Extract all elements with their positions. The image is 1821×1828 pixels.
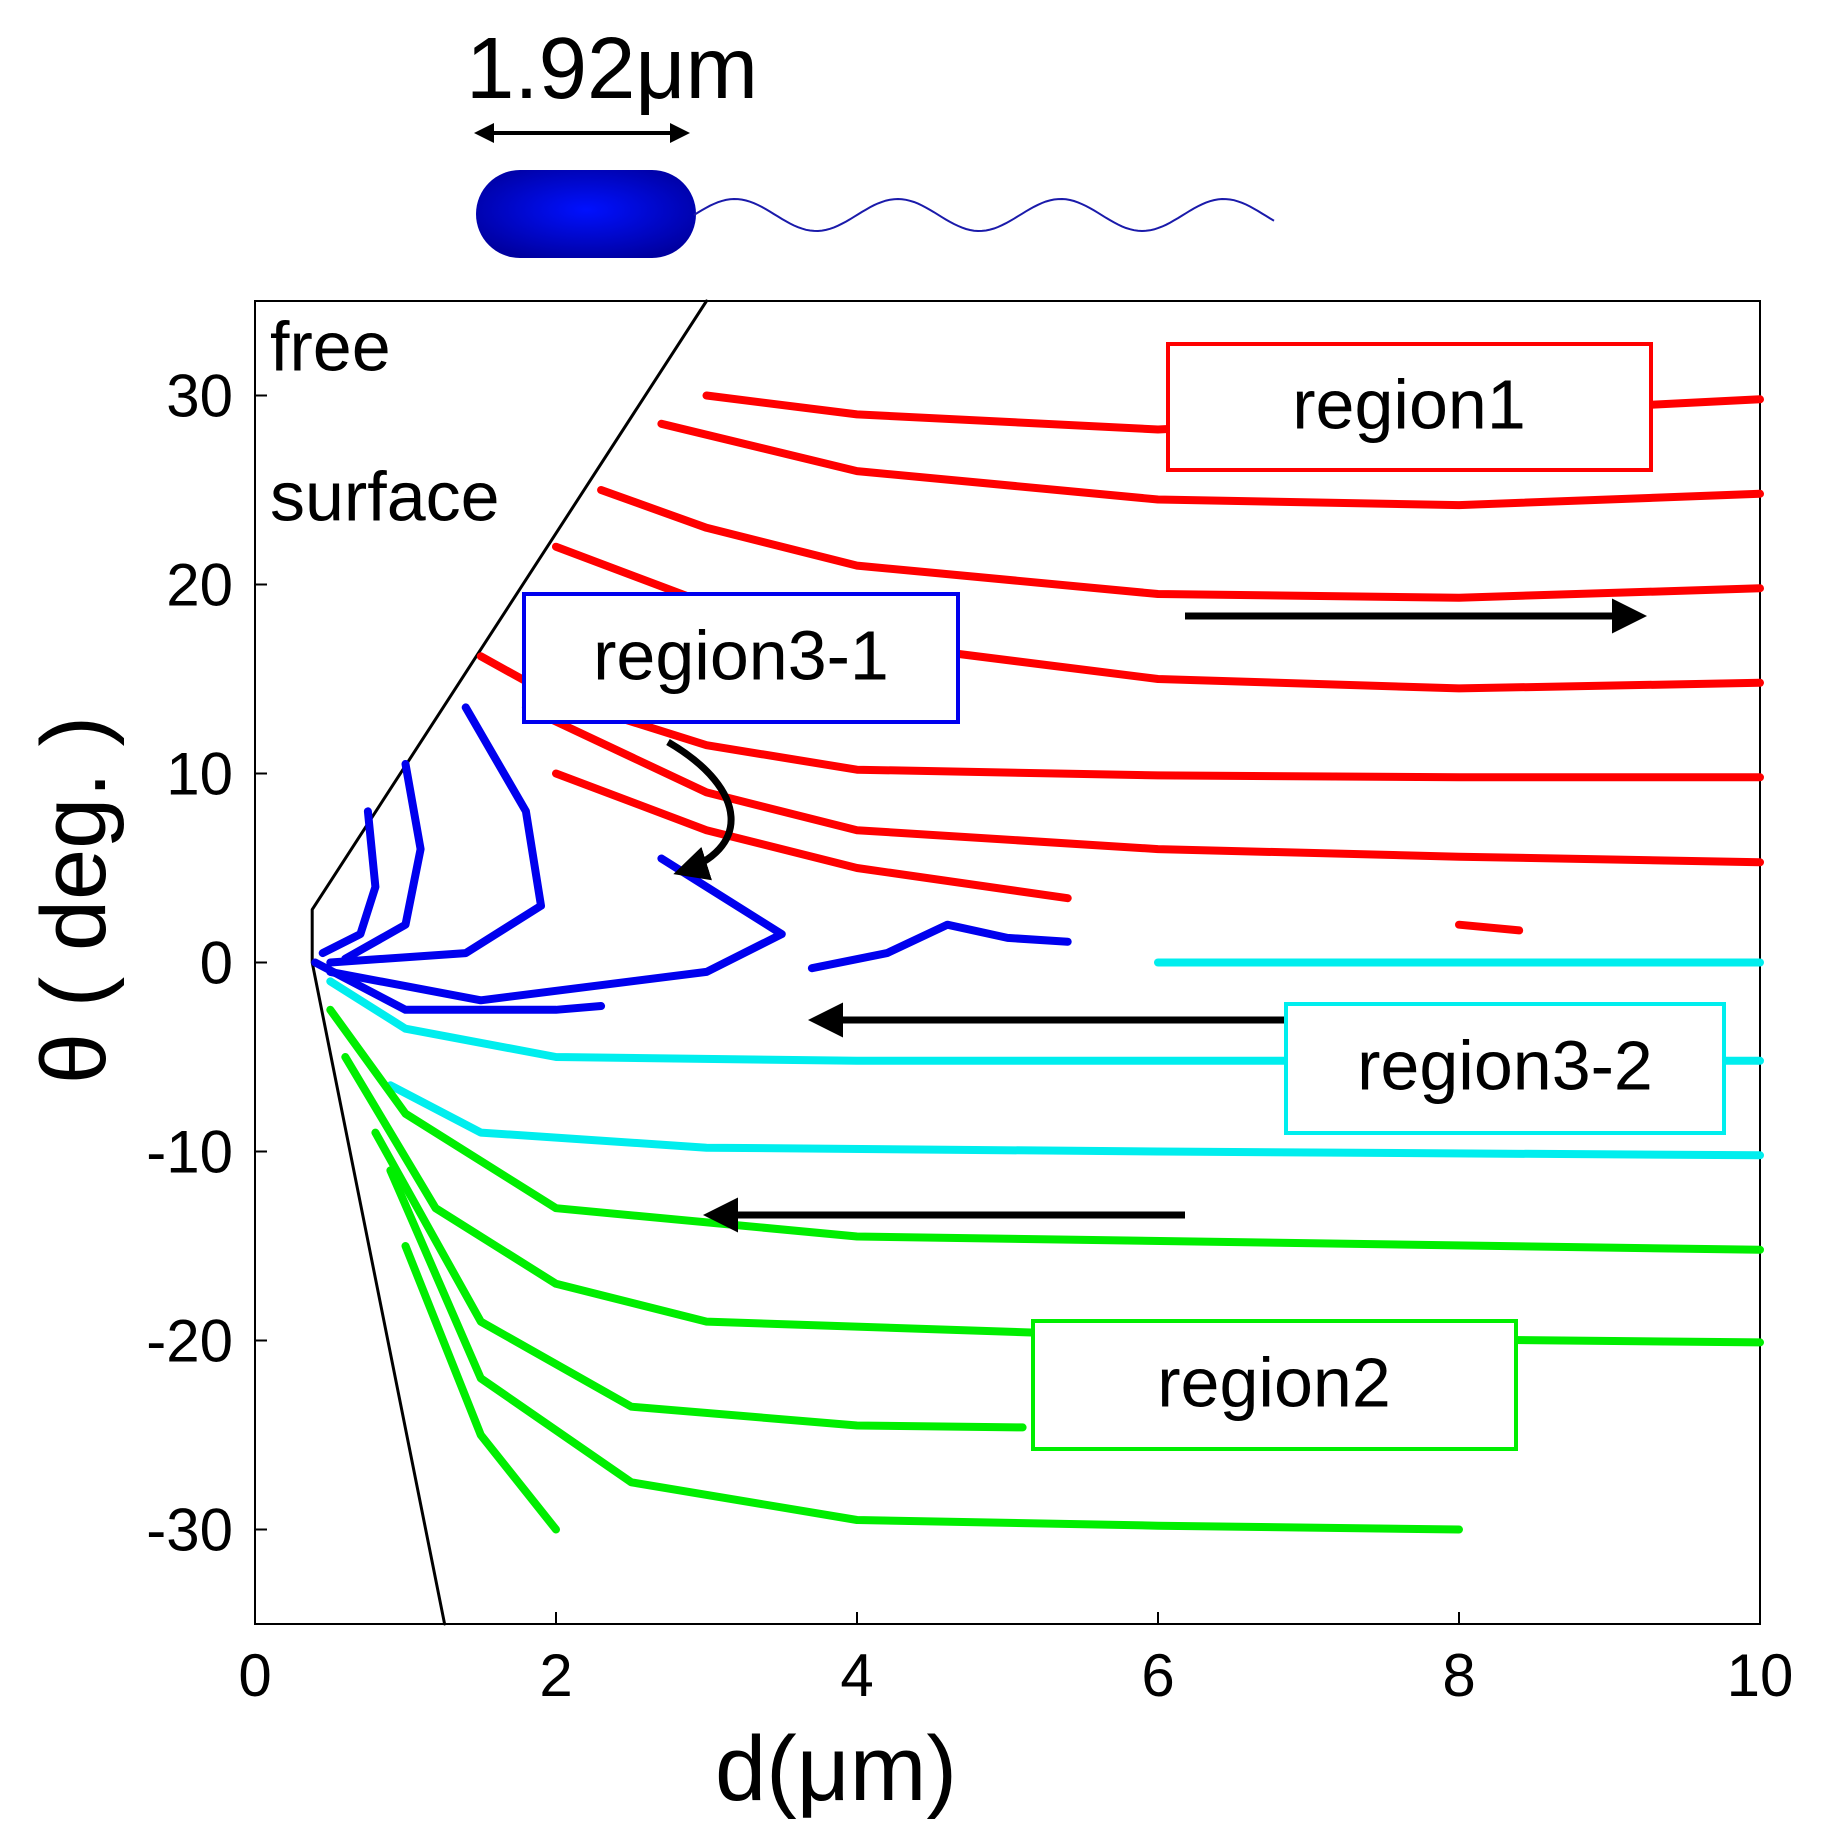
trajectory <box>1455 920 1524 935</box>
annotation: free <box>270 307 391 385</box>
x-tick-label: 10 <box>1727 1642 1794 1709</box>
bacterium-body <box>476 170 696 258</box>
boundary-line <box>310 299 708 1626</box>
trajectory <box>326 703 545 967</box>
region-box <box>1031 1319 1518 1451</box>
trajectory <box>386 1081 1764 1160</box>
trajectory <box>597 486 1764 602</box>
x-tick-label: 2 <box>539 1642 572 1709</box>
y-tick-label: 10 <box>166 741 233 808</box>
y-tick-label: 0 <box>200 930 233 997</box>
annotation: region3-2 <box>1357 1026 1653 1104</box>
trajectory <box>807 920 1072 973</box>
x-tick-label: 4 <box>840 1642 873 1709</box>
annotation: region2 <box>1157 1343 1391 1421</box>
arrow <box>666 738 735 881</box>
region-box <box>1166 342 1653 472</box>
trajectory <box>657 419 1764 510</box>
x-axis-label: d(μm) <box>715 1718 957 1820</box>
scale-label: 1.92μm <box>466 20 758 117</box>
y-tick-label: 20 <box>166 552 233 619</box>
trajectory <box>552 769 1072 903</box>
trajectory <box>326 854 786 1005</box>
trajectory <box>326 977 1764 1065</box>
trajectory <box>318 807 380 958</box>
region-box <box>1284 1002 1726 1135</box>
annotation: region3-1 <box>593 616 889 694</box>
trajectory <box>401 1242 560 1534</box>
y-tick-label: -30 <box>146 1497 233 1564</box>
trajectory <box>521 703 1764 867</box>
flagellum <box>693 197 1275 233</box>
trajectory <box>386 1166 1463 1534</box>
x-tick-label: 8 <box>1442 1642 1475 1709</box>
y-axis-label: θ ( deg. ) <box>23 716 125 1084</box>
y-tick-label: 30 <box>166 363 233 430</box>
annotation: surface <box>270 457 500 535</box>
trajectory <box>311 958 606 1014</box>
trajectory <box>341 760 425 963</box>
trajectory <box>371 1128 1027 1432</box>
x-tick-label: 6 <box>1141 1642 1174 1709</box>
trajectory <box>326 1005 1764 1254</box>
y-tick-label: -10 <box>146 1119 233 1186</box>
annotation: region1 <box>1292 365 1526 443</box>
region-box <box>522 592 960 724</box>
y-tick-label: -20 <box>146 1308 233 1375</box>
x-tick-label: 0 <box>238 1642 271 1709</box>
